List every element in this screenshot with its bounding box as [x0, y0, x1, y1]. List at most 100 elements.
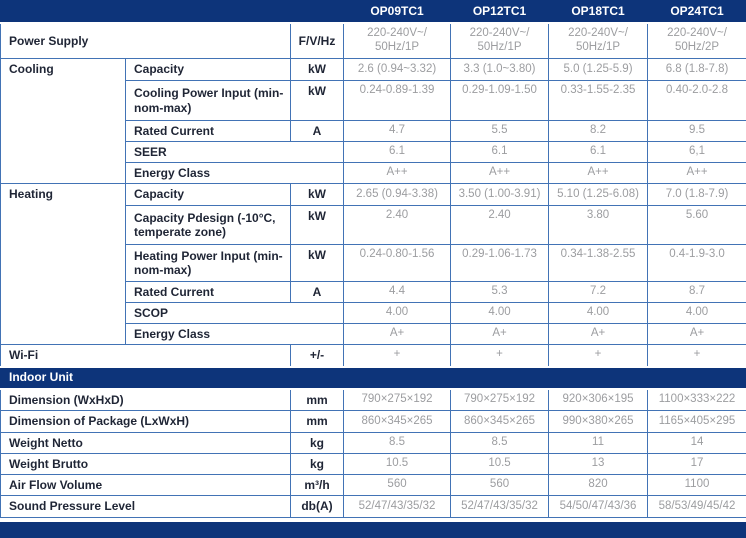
table-corner	[1, 1, 344, 23]
value-cell: 0.34-1.38-2.55	[549, 245, 648, 282]
value-cell: A++	[344, 163, 451, 184]
value-cell: A+	[648, 324, 746, 345]
sound-pressure-row: Sound Pressure Level db(A) 52/47/43/35/3…	[1, 496, 746, 518]
value-line: 220-240V~/	[552, 27, 644, 41]
value-cell: 14	[648, 433, 746, 454]
value-line: 50Hz/1P	[347, 41, 447, 55]
unit-cell: F/V/Hz	[291, 23, 344, 59]
value-cell: 4.4	[344, 282, 451, 303]
value-cell: 8.5	[451, 433, 549, 454]
value-cell: 6,1	[648, 142, 746, 163]
value-cell: 1100×333×222	[648, 389, 746, 411]
value-cell: 2.40	[451, 206, 549, 245]
value-cell: 4.00	[344, 303, 451, 324]
value-cell: 4.7	[344, 121, 451, 142]
package-dimension-row: Dimension of Package (LxWxH) mm 860×345×…	[1, 411, 746, 433]
value-cell: A+	[344, 324, 451, 345]
value-cell: 820	[549, 475, 648, 496]
row-label: Dimension of Package (LxWxH)	[1, 411, 291, 433]
value-cell: 6.1	[549, 142, 648, 163]
value-cell: A++	[549, 163, 648, 184]
value-cell: 52/47/43/35/32	[344, 496, 451, 518]
row-label: SEER	[126, 142, 344, 163]
unit-cell: db(A)	[291, 496, 344, 518]
value-cell: +	[648, 345, 746, 367]
value-cell: 920×306×195	[549, 389, 648, 411]
value-line: 220-240V~/	[347, 27, 447, 41]
unit-cell: A	[291, 121, 344, 142]
unit-cell: mm	[291, 389, 344, 411]
spec-table: OP09TC1 OP12TC1 OP18TC1 OP24TC1 Power Su…	[0, 0, 746, 518]
value-cell: A+	[549, 324, 648, 345]
value-cell: 8.5	[344, 433, 451, 454]
value-line: 50Hz/2P	[651, 41, 743, 55]
value-cell: 3.50 (1.00-3.91)	[451, 184, 549, 206]
value-cell: 6.1	[451, 142, 549, 163]
row-label: Weight Brutto	[1, 454, 291, 475]
group-label-cooling: Cooling	[1, 59, 126, 184]
value-cell: 6.1	[344, 142, 451, 163]
value-cell: 0.33-1.55-2.35	[549, 81, 648, 121]
value-cell: 5.5	[451, 121, 549, 142]
value-cell: 10.5	[451, 454, 549, 475]
value-cell: 58/53/49/45/42	[648, 496, 746, 518]
value-cell: +	[549, 345, 648, 367]
value-cell: A++	[451, 163, 549, 184]
value-cell: 2.40	[344, 206, 451, 245]
value-cell: 1165×405×295	[648, 411, 746, 433]
value-cell: A+	[451, 324, 549, 345]
unit-cell: kW	[291, 59, 344, 81]
row-label: Energy Class	[126, 324, 344, 345]
value-cell: 0.40-2.0-2.8	[648, 81, 746, 121]
value-cell: 0.29-1.06-1.73	[451, 245, 549, 282]
model-header-op12tc1: OP12TC1	[451, 1, 549, 23]
unit-cell: kW	[291, 206, 344, 245]
value-cell: 220-240V~/50Hz/1P	[344, 23, 451, 59]
row-label: SCOP	[126, 303, 344, 324]
value-cell: 3.80	[549, 206, 648, 245]
row-label: Energy Class	[126, 163, 344, 184]
value-cell: 5.0 (1.25-5.9)	[549, 59, 648, 81]
row-label: Rated Current	[126, 121, 291, 142]
unit-cell: A	[291, 282, 344, 303]
row-label: Capacity Pdesign (-10°C, temperate zone)	[126, 206, 291, 245]
row-label: Cooling Power Input (min-nom-max)	[126, 81, 291, 121]
unit-cell: kW	[291, 81, 344, 121]
dimension-row: Dimension (WxHxD) mm 790×275×192 790×275…	[1, 389, 746, 411]
row-label: Capacity	[126, 184, 291, 206]
value-cell: 8.7	[648, 282, 746, 303]
value-cell: 990×380×265	[549, 411, 648, 433]
wifi-row: Wi-Fi +/- + + + +	[1, 345, 746, 367]
value-line: 220-240V~/	[454, 27, 545, 41]
value-cell: 7.0 (1.8-7.9)	[648, 184, 746, 206]
value-cell: +	[344, 345, 451, 367]
heating-capacity-row: Heating Capacity kW 2.65 (0.94-3.38) 3.5…	[1, 184, 746, 206]
row-label: Dimension (WxHxD)	[1, 389, 291, 411]
unit-cell: kg	[291, 454, 344, 475]
row-label-power-supply: Power Supply	[1, 23, 291, 59]
value-line: 50Hz/1P	[552, 41, 644, 55]
value-cell: 4.00	[648, 303, 746, 324]
model-header-row: OP09TC1 OP12TC1 OP18TC1 OP24TC1	[1, 1, 746, 23]
value-cell: 860×345×265	[344, 411, 451, 433]
value-cell: 9.5	[648, 121, 746, 142]
value-cell: 11	[549, 433, 648, 454]
model-header-op18tc1: OP18TC1	[549, 1, 648, 23]
unit-cell: kW	[291, 245, 344, 282]
value-cell: 2.65 (0.94-3.38)	[344, 184, 451, 206]
power-supply-row: Power Supply F/V/Hz 220-240V~/50Hz/1P 22…	[1, 23, 746, 59]
value-cell: 13	[549, 454, 648, 475]
value-cell: 560	[344, 475, 451, 496]
value-cell: 7.2	[549, 282, 648, 303]
row-label: Rated Current	[126, 282, 291, 303]
value-cell: 790×275×192	[451, 389, 549, 411]
row-label-wifi: Wi-Fi	[1, 345, 291, 367]
section-header-indoor-unit: Indoor Unit	[1, 367, 746, 389]
value-cell: 220-240V~/50Hz/2P	[648, 23, 746, 59]
value-cell: 17	[648, 454, 746, 475]
value-cell: 2.6 (0.94~3.32)	[344, 59, 451, 81]
value-cell: 4.00	[451, 303, 549, 324]
indoor-unit-header-row: Indoor Unit	[1, 367, 746, 389]
value-cell: 3.3 (1.0~3.80)	[451, 59, 549, 81]
value-cell: 860×345×265	[451, 411, 549, 433]
